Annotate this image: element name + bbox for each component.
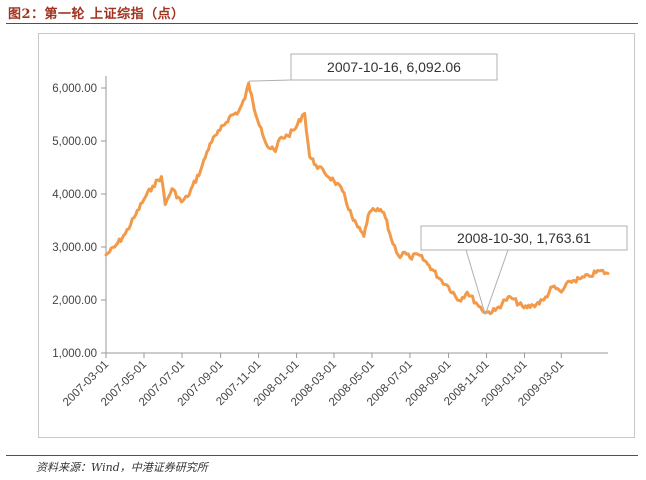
top-rule	[6, 23, 638, 24]
annotation-callout: 2007-10-16, 6,092.06	[248, 53, 498, 82]
series-line	[104, 81, 610, 316]
callout-label: 2008-10-30, 1,763.61	[457, 230, 591, 246]
y-tick-label: 5,000.00	[52, 136, 97, 148]
y-tick-label: 2,000.00	[52, 295, 97, 307]
x-axis: 2007-03-012007-05-012007-07-012007-09-01…	[61, 352, 608, 409]
bottom-rule	[6, 455, 638, 456]
y-tick-label: 6,000.00	[52, 83, 97, 95]
figure-title: 图2：第一轮 上证综指（点）	[8, 7, 185, 22]
callout-leader	[484, 249, 509, 315]
callout-box	[420, 225, 628, 251]
source-note: 资料来源：Wind，中港证券研究所	[36, 461, 208, 474]
callout-leader	[465, 249, 486, 315]
y-tick-label: 1,000.00	[52, 348, 97, 360]
y-tick-label: 4,000.00	[52, 189, 97, 201]
callout-label: 2007-10-16, 6,092.06	[327, 59, 461, 75]
annotation-callout: 2008-10-30, 1,763.61	[420, 225, 628, 315]
callout-box	[290, 53, 498, 81]
series-layer	[104, 81, 610, 316]
y-axis: 1,000.00 2,000.00 3,000.00 4,000.00 5,000.00…	[52, 76, 107, 360]
chart-frame	[38, 33, 635, 438]
callout-leader	[248, 79, 292, 82]
y-tick-label: 3,000.00	[52, 242, 97, 254]
annotation-layer: 2007-10-16, 6,092.06 2008-10-30, 1,763.61	[248, 53, 628, 315]
